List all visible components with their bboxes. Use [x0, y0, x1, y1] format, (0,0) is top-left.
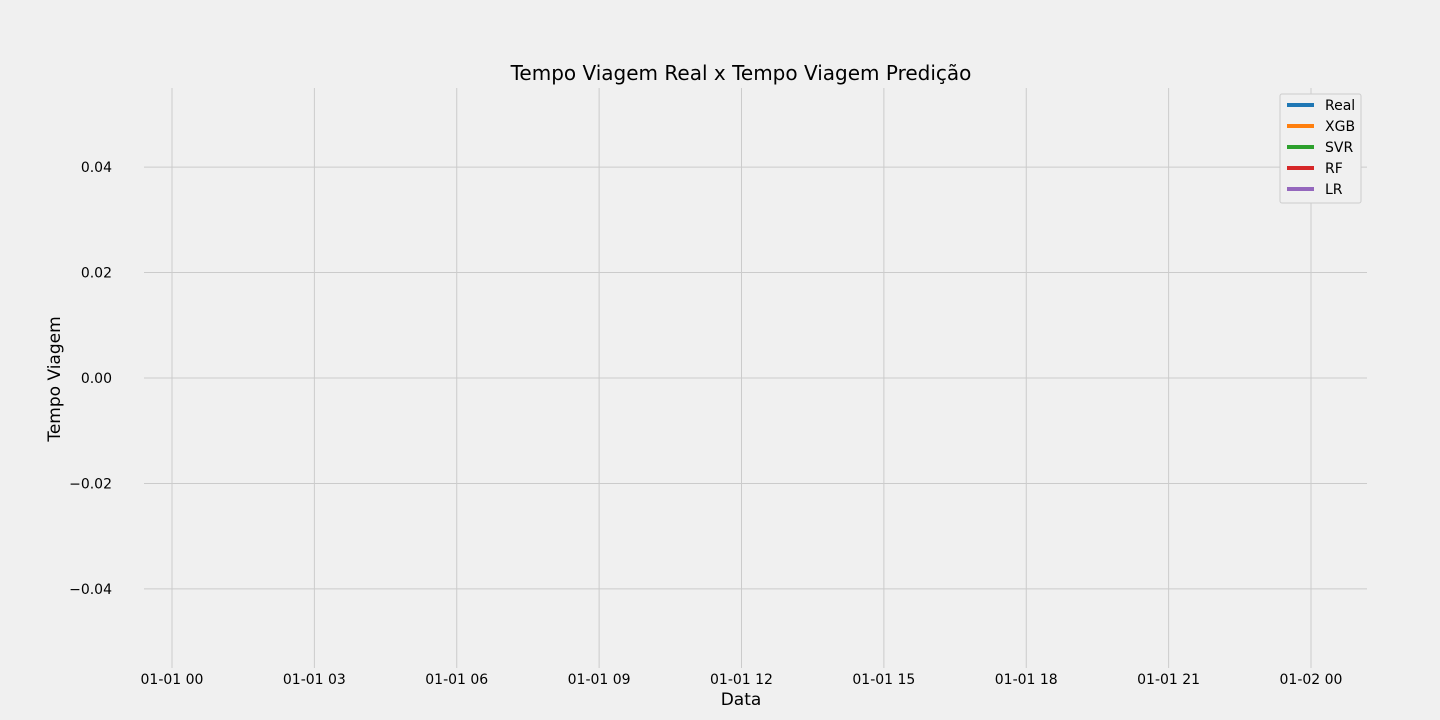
legend-label: RF	[1325, 161, 1343, 177]
legend-label: Real	[1325, 98, 1355, 114]
legend-box	[1279, 93, 1362, 204]
y-tick-label: −0.02	[69, 476, 112, 492]
grid	[144, 88, 1367, 668]
y-tick-label: −0.04	[69, 582, 112, 598]
x-tick-label: 01-01 00	[141, 672, 204, 688]
y-tick-label: 0.04	[81, 160, 112, 176]
x-tick-label: 01-01 06	[425, 672, 488, 688]
legend-label: XGB	[1325, 119, 1355, 135]
x-tick-label: 01-01 09	[568, 672, 631, 688]
legend-item-lr: LR	[1287, 182, 1343, 198]
y-tick-label: 0.00	[81, 371, 112, 387]
legend-item-real: Real	[1287, 98, 1355, 114]
x-tick-label: 01-01 15	[852, 672, 915, 688]
chart-title: Tempo Viagem Real x Tempo Viagem Prediçã…	[510, 61, 972, 85]
legend-item-xgb: XGB	[1287, 119, 1355, 135]
legend: Real XGB SVR RF LR	[1279, 93, 1362, 204]
x-tick-label: 01-01 12	[710, 672, 773, 688]
x-tick-label: 01-01 21	[1137, 672, 1200, 688]
legend-entries: Real XGB SVR RF LR	[1287, 98, 1355, 198]
tick-labels: 01-01 00 01-01 03 01-01 06 01-01 09 01-01 12…	[69, 160, 1342, 688]
x-tick-label: 01-01 03	[283, 672, 346, 688]
y-tick-label: 0.02	[81, 266, 112, 282]
legend-item-svr: SVR	[1287, 140, 1353, 156]
x-tick-label: 01-02 00	[1280, 672, 1343, 688]
legend-label: LR	[1325, 182, 1343, 198]
y-axis-label: Tempo Viagem	[45, 316, 65, 442]
legend-item-rf: RF	[1287, 161, 1343, 177]
x-axis-label: Data	[721, 690, 762, 710]
x-tick-label: 01-01 18	[995, 672, 1058, 688]
legend-label: SVR	[1325, 140, 1353, 156]
